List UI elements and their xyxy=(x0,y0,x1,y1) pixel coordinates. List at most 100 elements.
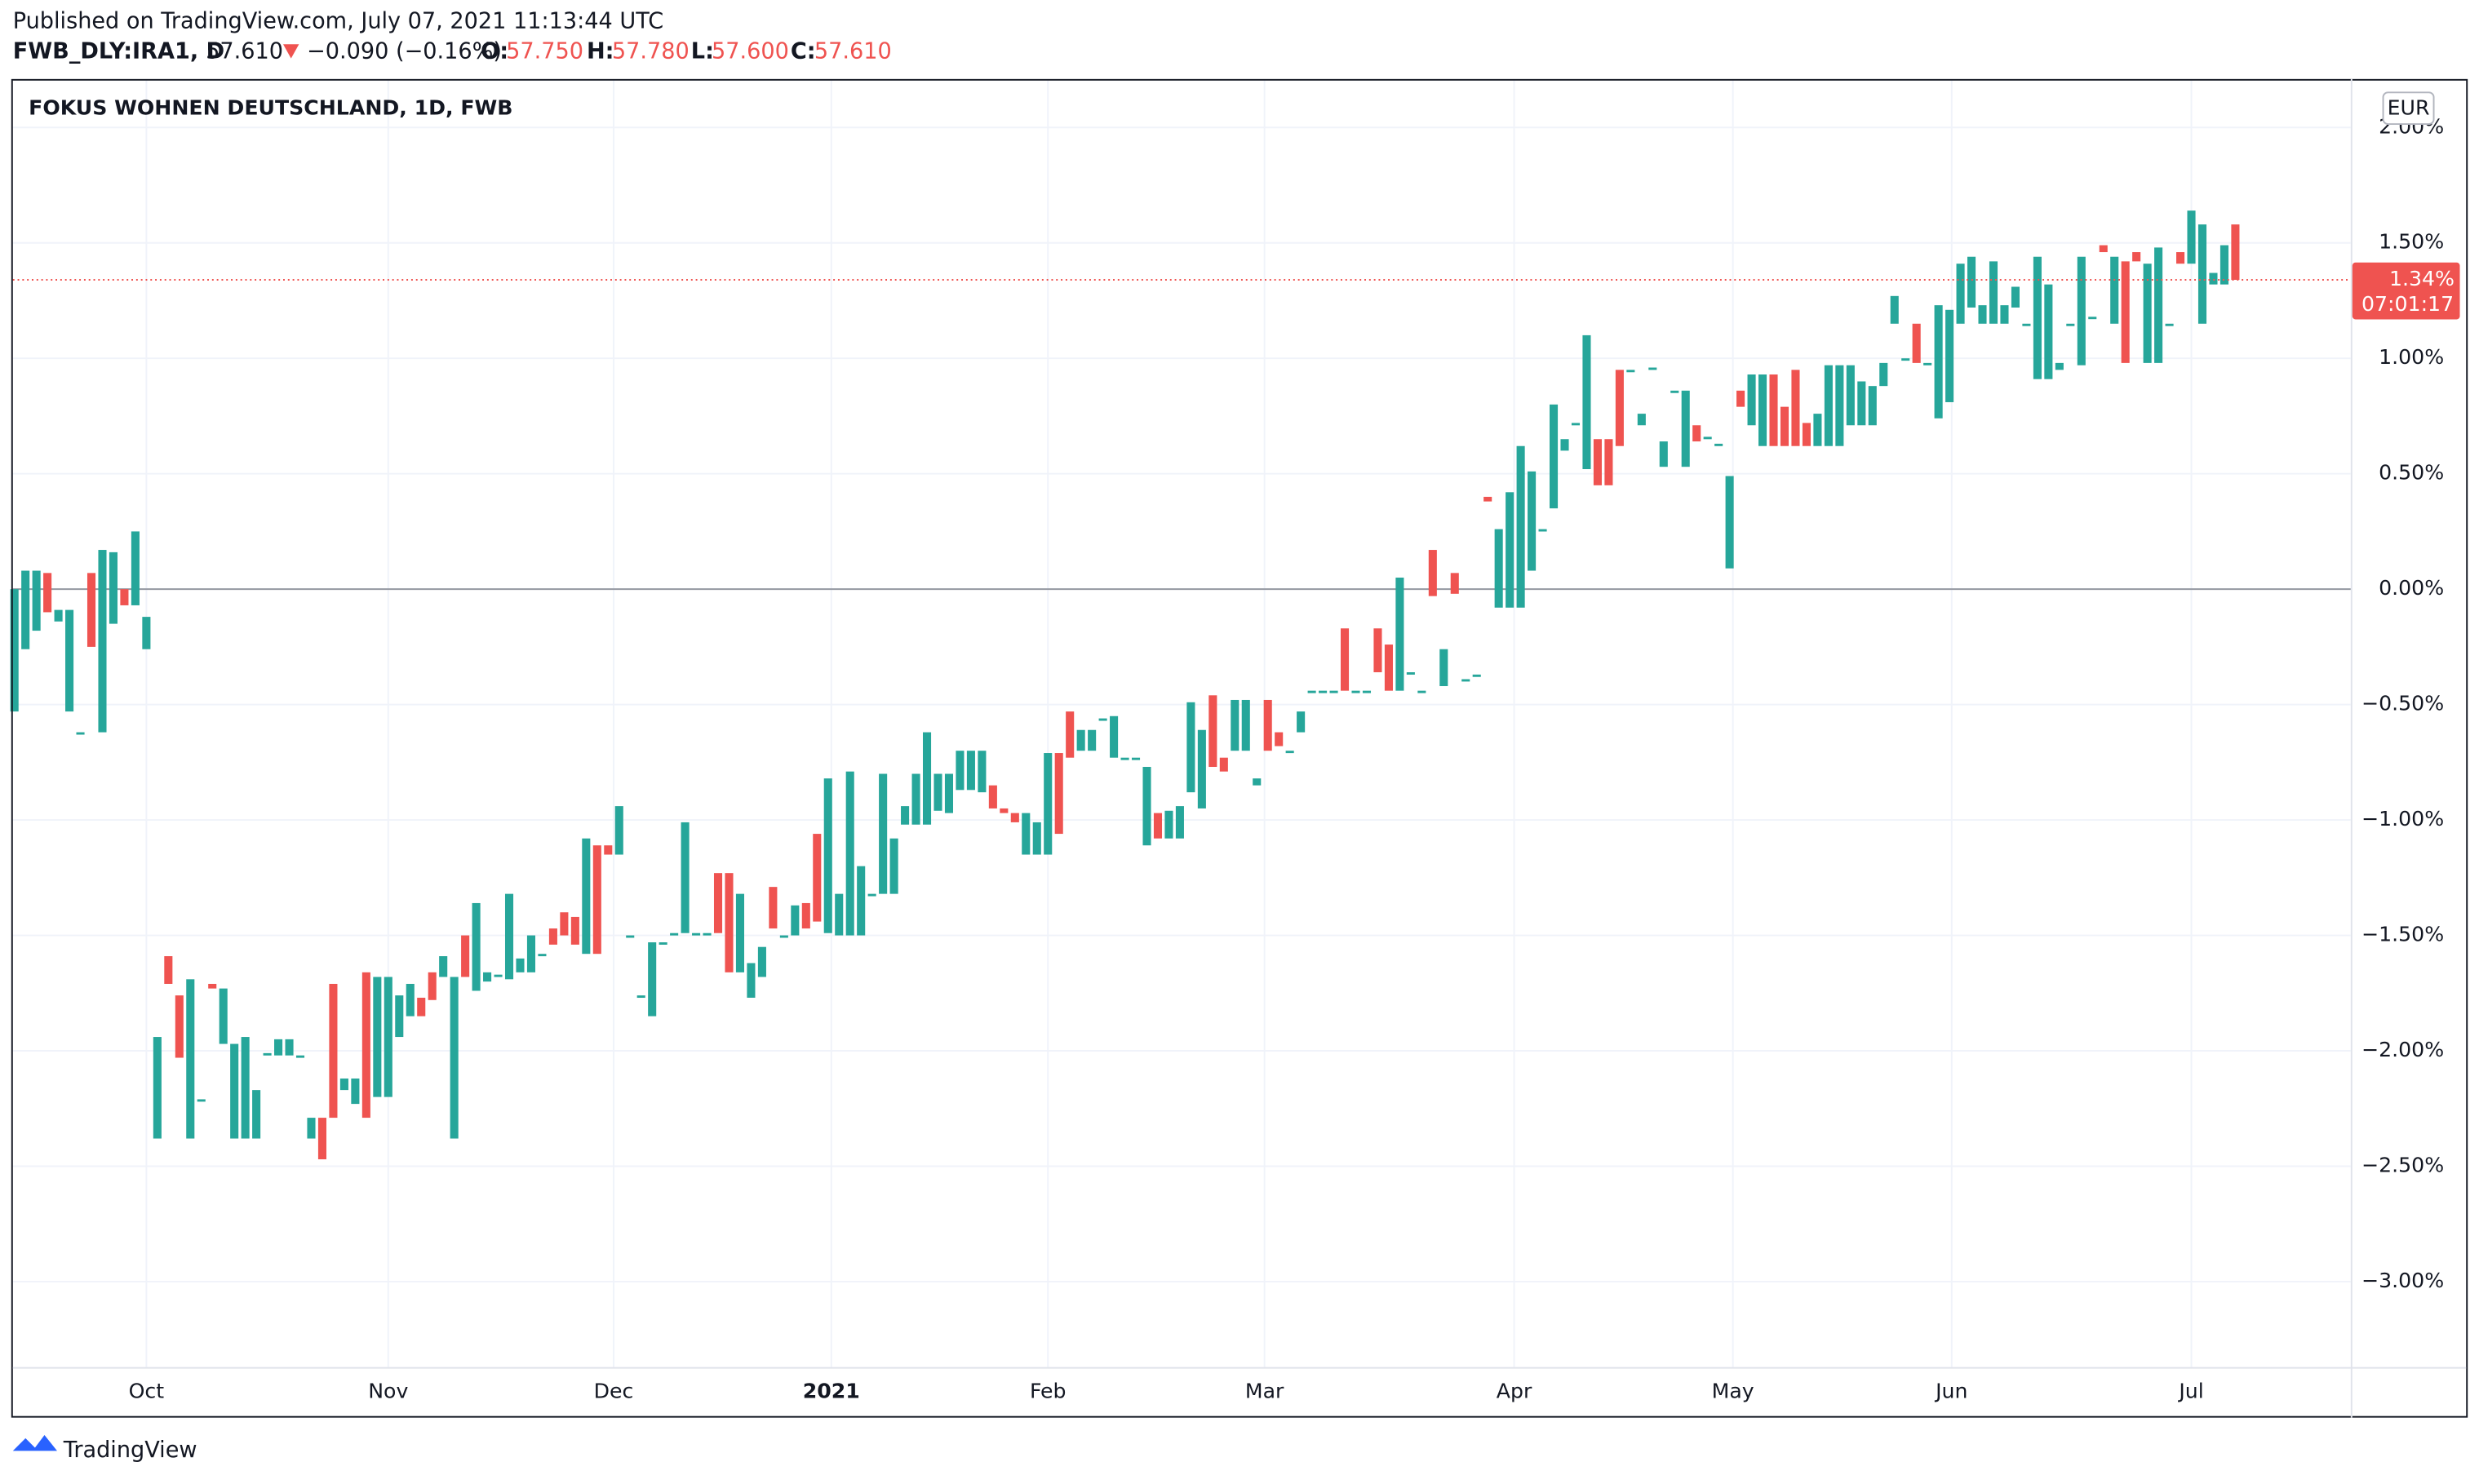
candle xyxy=(2231,224,2240,281)
candle xyxy=(1802,423,1811,446)
candle xyxy=(2110,256,2119,324)
candle xyxy=(1088,729,1097,751)
candle xyxy=(1307,690,1316,693)
candle xyxy=(1120,757,1129,760)
candle xyxy=(439,956,448,977)
candle xyxy=(725,873,734,972)
candle xyxy=(692,932,701,936)
candle xyxy=(1571,423,1581,426)
candle xyxy=(1483,496,1492,502)
candle xyxy=(922,732,932,825)
candle xyxy=(1285,751,1294,754)
currency-badge xyxy=(2382,91,2435,126)
candle xyxy=(713,873,723,933)
y-tick-label: 0.00% xyxy=(2379,576,2444,600)
change: −0.090 (−0.16%) xyxy=(307,38,502,64)
candle xyxy=(65,609,74,712)
candle xyxy=(526,935,536,972)
candle xyxy=(1351,690,1360,693)
last-price-badge xyxy=(2352,262,2460,320)
candle xyxy=(1066,711,1075,758)
candle xyxy=(1868,386,1877,426)
candle xyxy=(582,838,591,955)
last-price-label: 1.34% xyxy=(2389,267,2455,290)
candle xyxy=(1175,806,1184,839)
candle xyxy=(461,935,470,977)
candle xyxy=(1989,261,1998,324)
candle xyxy=(1582,334,1591,470)
candle xyxy=(1934,305,1943,419)
close-label: C: xyxy=(791,38,816,64)
candle xyxy=(823,778,832,933)
candle xyxy=(329,983,338,1119)
candle xyxy=(659,942,667,945)
candle xyxy=(230,1043,239,1139)
candle xyxy=(339,1078,348,1091)
candle xyxy=(2220,245,2228,285)
candle xyxy=(2132,252,2141,262)
candle xyxy=(1054,753,1063,835)
candle xyxy=(1978,305,1987,324)
candle xyxy=(21,570,30,649)
candle xyxy=(901,806,910,825)
candle xyxy=(1044,753,1053,855)
candle xyxy=(54,609,63,622)
candle xyxy=(1197,729,1206,808)
candle xyxy=(1076,729,1085,751)
candle xyxy=(10,589,19,712)
candle xyxy=(1879,362,1888,387)
candle xyxy=(516,958,525,972)
candle xyxy=(494,974,503,977)
candle xyxy=(472,902,481,991)
candle xyxy=(175,995,184,1058)
candle xyxy=(1747,374,1756,426)
candle xyxy=(1604,439,1613,485)
candle xyxy=(1164,810,1173,839)
candle xyxy=(1142,767,1151,846)
candle xyxy=(2088,317,2097,320)
candle xyxy=(2154,247,2163,363)
candle xyxy=(1494,529,1503,608)
candle xyxy=(648,942,657,1017)
candle xyxy=(1329,690,1338,693)
candle xyxy=(197,1099,206,1102)
candle xyxy=(1110,715,1119,758)
candle xyxy=(417,997,426,1017)
x-tick-label: Jun xyxy=(1934,1380,1967,1403)
candle xyxy=(1538,529,1547,532)
brand: TradingView xyxy=(63,1437,197,1463)
candle xyxy=(735,893,745,972)
x-tick-label: Apr xyxy=(1497,1380,1532,1403)
candle xyxy=(285,1039,294,1056)
candle xyxy=(934,773,942,811)
candle xyxy=(1186,702,1195,793)
candle xyxy=(2197,224,2207,324)
candle xyxy=(548,928,557,945)
candle xyxy=(966,751,975,791)
candle xyxy=(1461,679,1470,682)
candle xyxy=(219,988,228,1044)
candle xyxy=(1637,414,1646,426)
candle xyxy=(1395,578,1404,691)
x-tick-label: Mar xyxy=(1245,1380,1284,1403)
candle xyxy=(295,1055,305,1058)
candle xyxy=(1912,323,1921,363)
symbol: FWB_DLY:IRA1, D xyxy=(13,38,224,64)
candle xyxy=(867,893,876,897)
candle xyxy=(1692,425,1701,442)
candle xyxy=(1131,757,1141,760)
down-arrow xyxy=(283,44,299,59)
candle xyxy=(835,893,844,936)
candle xyxy=(2209,272,2218,285)
x-tick-label: May xyxy=(1712,1380,1754,1403)
candle xyxy=(1945,309,1954,402)
candle xyxy=(1923,362,1932,365)
last-price: 57.610 xyxy=(206,38,283,64)
candle xyxy=(1956,264,1965,324)
candle xyxy=(1560,439,1569,451)
x-tick-label: Jul xyxy=(2177,1380,2203,1403)
candle xyxy=(307,1118,316,1139)
candle xyxy=(1098,718,1107,721)
candle xyxy=(592,845,601,955)
candle xyxy=(1241,699,1250,751)
